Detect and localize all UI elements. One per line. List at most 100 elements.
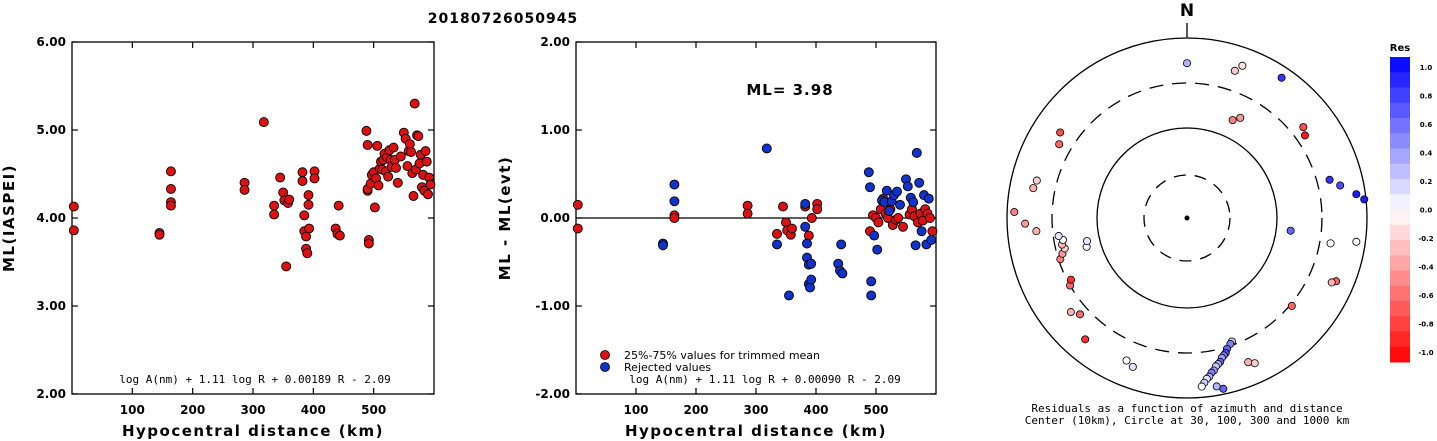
data-point <box>872 244 883 255</box>
station-residual-point <box>1197 382 1206 391</box>
data-point <box>669 213 680 223</box>
data-point <box>881 185 892 196</box>
x-axis-title: Hypocentral distance (km) <box>625 422 887 440</box>
station-residual-point <box>1128 362 1137 371</box>
data-point <box>914 177 925 188</box>
y-tick-group: 2.00 3.00 4.00 5.00 6.00 <box>36 35 434 401</box>
station-residual-point <box>1287 301 1296 310</box>
colorbar-segment <box>1390 270 1410 287</box>
ml-annotation: ML= 3.98 <box>746 81 833 99</box>
y-tick-group: -2.00 -1.00 0.00 1.00 2.00 <box>535 35 936 401</box>
colorbar-labels: 1.0 0.8 0.6 0.4 0.2 0.0 -0.2 -0.4 -0.6 -0.8 -1.0 <box>1418 64 1433 357</box>
data-point <box>68 201 79 212</box>
data-point <box>772 228 782 239</box>
station-residual-point <box>1336 181 1345 190</box>
y-tick-label: 6.00 <box>36 35 66 49</box>
data-point <box>421 156 432 167</box>
data-point <box>865 182 875 193</box>
data-point <box>304 223 315 234</box>
ring-300km <box>1051 82 1323 354</box>
residual-distance-panel: -2.00 -1.00 0.00 1.00 2.00 100 200 300 400 500 M… <box>496 35 938 440</box>
data-point <box>388 142 399 153</box>
data-point <box>908 197 919 208</box>
data-point <box>269 209 280 220</box>
x-tick-label: 100 <box>120 403 145 417</box>
ring-1000km <box>1006 37 1368 399</box>
colorbar-label: 0.6 <box>1420 121 1433 129</box>
station-residual-point <box>1075 310 1084 319</box>
legend-label-rejected: Rejected values <box>624 361 711 374</box>
x-tick-label: 200 <box>683 403 708 417</box>
data-point <box>893 213 904 223</box>
plot-area-frame <box>71 41 435 395</box>
data-point <box>239 184 250 195</box>
data-point <box>866 276 877 287</box>
y-tick-label: -1.00 <box>535 299 570 313</box>
data-point <box>742 208 753 219</box>
station-residual-point <box>1228 116 1237 125</box>
x-axis-title: Hypocentral distance (km) <box>122 422 384 440</box>
data-point <box>902 181 913 192</box>
colorbar-label: -1.0 <box>1418 349 1433 357</box>
data-point <box>297 176 308 186</box>
colorbar-segment <box>1390 102 1410 119</box>
colorbar-segment <box>1390 331 1410 348</box>
station-residual-point <box>1056 128 1065 137</box>
data-point <box>372 140 383 151</box>
colorbar-segment <box>1390 118 1410 134</box>
data-point <box>869 230 880 241</box>
caption-line-1: Residuals as a function of azimuth and d… <box>1031 402 1342 415</box>
station-residual-point <box>1250 359 1259 368</box>
x-tick-label: 300 <box>743 403 768 417</box>
station-residual-point <box>1236 113 1245 122</box>
data-point <box>866 290 877 301</box>
colorbar-label: 1.0 <box>1420 64 1433 72</box>
station-residual-point <box>1055 140 1064 149</box>
station-residual-point <box>1066 308 1075 317</box>
station-residual-point <box>1183 59 1192 68</box>
colorbar-segment <box>1390 148 1410 165</box>
data-point <box>363 238 374 249</box>
station-residual-point <box>1244 358 1253 367</box>
data-point <box>420 146 431 157</box>
data-point <box>165 200 176 211</box>
station-residual-point <box>1327 278 1336 287</box>
colorbar-segment <box>1390 224 1410 241</box>
station-residual-point <box>1352 237 1361 246</box>
data-point <box>309 173 320 184</box>
data-point <box>334 230 345 241</box>
data-point <box>297 167 308 178</box>
data-point <box>395 151 406 162</box>
station-residual-point <box>1054 232 1063 241</box>
data-point <box>806 213 817 223</box>
ml-distance-panel: 2.00 3.00 4.00 5.00 6.00 100 200 300 400 500 log… <box>0 35 436 440</box>
legend-marker-rejected <box>600 362 610 372</box>
data-point <box>910 240 921 251</box>
station-residual-point <box>1238 61 1247 70</box>
data-point <box>402 161 413 172</box>
data-point <box>898 221 908 232</box>
data-point <box>863 167 874 178</box>
data-point <box>836 239 847 250</box>
data-point <box>409 98 420 109</box>
data-point <box>806 274 817 285</box>
data-point <box>884 206 895 216</box>
data-point <box>802 238 812 249</box>
data-point <box>787 223 797 234</box>
data-point <box>392 177 403 188</box>
formula-label: log A(nm) + 1.11 log R + 0.00090 R - 2.0… <box>629 373 901 386</box>
data-point <box>669 196 680 207</box>
data-point <box>302 248 313 259</box>
y-tick-label: -2.00 <box>535 387 570 401</box>
colorbar-segment <box>1390 87 1410 104</box>
x-tick-label: 300 <box>240 403 265 417</box>
ring-30km <box>1143 174 1231 262</box>
data-point <box>165 166 176 177</box>
data-point <box>772 239 782 250</box>
data-point <box>373 180 384 191</box>
data-point <box>303 190 314 201</box>
y-axis-title: ML(IASPEI) <box>0 164 18 272</box>
colorbar-segment <box>1390 346 1410 363</box>
data-point <box>778 201 788 212</box>
